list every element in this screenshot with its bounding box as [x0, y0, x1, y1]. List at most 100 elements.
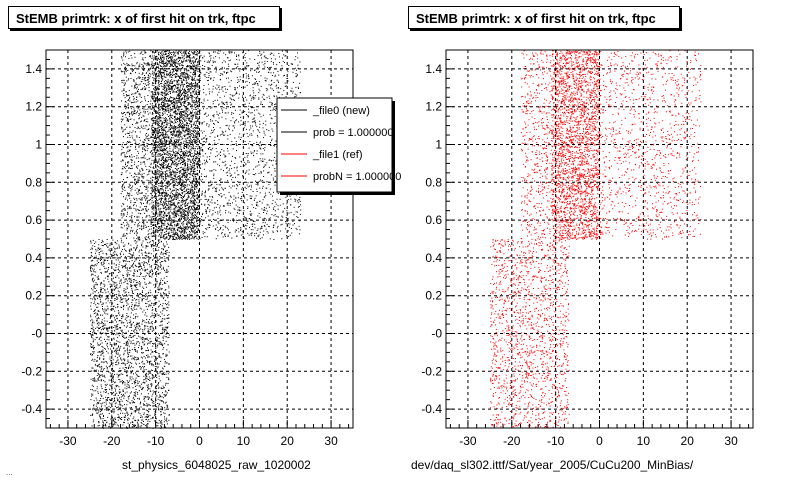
- data-point: [193, 50, 195, 52]
- data-point: [178, 193, 180, 195]
- data-point: [194, 198, 196, 200]
- data-point: [192, 156, 194, 158]
- data-point: [172, 177, 174, 179]
- data-point: [195, 114, 197, 116]
- data-point: [186, 179, 188, 181]
- data-point: [170, 142, 172, 144]
- data-point: [187, 126, 189, 128]
- data-point: [176, 238, 178, 240]
- data-point: [178, 57, 180, 59]
- data-point: [183, 135, 185, 137]
- data-point: [153, 88, 155, 90]
- data-point: [188, 146, 190, 148]
- data-point: [151, 104, 153, 106]
- data-point: [177, 209, 179, 211]
- data-point: [147, 81, 149, 83]
- data-point: [139, 185, 141, 187]
- data-point: [157, 100, 159, 102]
- data-point: [165, 121, 166, 123]
- data-point: [186, 133, 188, 135]
- data-point: [162, 222, 164, 224]
- data-point: [122, 209, 124, 211]
- data-point: [154, 196, 156, 198]
- data-point: [174, 183, 176, 185]
- data-point: [138, 66, 140, 68]
- data-point: [161, 133, 163, 135]
- data-point: [167, 50, 169, 52]
- data-point: [165, 203, 167, 205]
- data-point: [136, 128, 138, 130]
- data-point: [144, 78, 146, 79]
- data-point: [123, 225, 125, 227]
- data-point: [160, 237, 161, 239]
- data-point: [163, 119, 165, 121]
- data-point: [153, 147, 155, 149]
- data-point: [184, 97, 185, 99]
- data-point: [133, 97, 135, 99]
- data-point: [178, 129, 180, 131]
- data-point: [187, 142, 189, 143]
- data-point: [166, 204, 168, 206]
- data-point: [153, 122, 155, 124]
- data-point: [142, 209, 144, 211]
- data-point: [159, 58, 161, 59]
- data-point: [174, 68, 176, 70]
- data-point: [122, 168, 124, 170]
- data-point: [192, 193, 194, 195]
- data-point: [139, 174, 141, 175]
- data-point: [180, 124, 182, 126]
- data-point: [135, 99, 137, 100]
- data-point: [172, 52, 174, 54]
- data-point: [151, 64, 153, 66]
- data-point: [177, 176, 179, 178]
- data-point: [170, 81, 172, 82]
- data-point: [152, 124, 153, 126]
- data-point: [138, 143, 140, 145]
- data-point: [179, 89, 181, 91]
- data-point: [168, 213, 170, 215]
- data-point: [126, 195, 128, 197]
- data-point: [172, 69, 174, 71]
- data-point: [192, 66, 194, 68]
- data-point: [187, 164, 189, 166]
- data-point: [174, 227, 176, 229]
- data-point: [136, 199, 138, 201]
- data-point: [148, 233, 150, 235]
- data-point: [186, 169, 188, 171]
- data-point: [184, 53, 186, 55]
- data-point: [161, 167, 163, 169]
- data-point: [136, 188, 138, 190]
- data-point: [169, 66, 171, 67]
- data-point: [191, 180, 193, 182]
- data-point: [150, 73, 152, 75]
- data-point: [189, 190, 191, 192]
- data-point: [164, 105, 166, 107]
- data-point: [180, 179, 181, 181]
- data-point: [134, 199, 135, 201]
- data-point: [188, 179, 190, 181]
- data-point: [163, 159, 165, 161]
- data-point: [181, 173, 183, 175]
- data-point: [186, 175, 188, 177]
- data-point: [156, 141, 158, 143]
- data-point: [175, 138, 177, 140]
- data-point: [195, 74, 197, 76]
- data-point: [162, 178, 164, 180]
- data-point: [134, 161, 136, 163]
- data-point: [183, 101, 185, 103]
- data-point: [155, 119, 157, 121]
- data-point: [178, 182, 180, 184]
- data-point: [173, 163, 175, 165]
- data-point: [187, 51, 189, 53]
- data-point: [177, 232, 179, 234]
- data-point: [196, 142, 198, 144]
- data-point: [129, 216, 131, 218]
- data-point: [181, 206, 183, 208]
- data-point: [157, 148, 159, 150]
- data-point: [143, 154, 145, 156]
- data-point: [136, 135, 138, 137]
- data-point: [177, 182, 178, 184]
- data-point: [197, 92, 199, 94]
- data-point: [152, 65, 154, 67]
- data-point: [153, 218, 154, 220]
